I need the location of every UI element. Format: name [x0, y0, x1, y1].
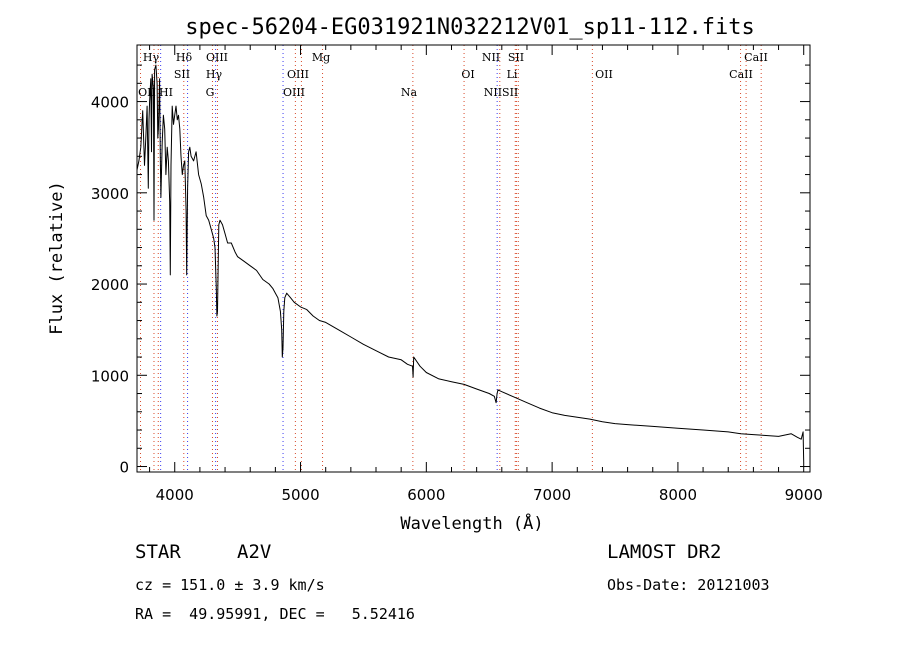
- x-axis-label: Wavelength (Å): [400, 512, 543, 534]
- spectrum-line: [136, 64, 805, 463]
- line-label-7: Hγ: [206, 68, 223, 81]
- line-label-0: Hγ: [143, 51, 160, 64]
- coordinates: RA = 49.95991, DEC = 5.52416: [135, 605, 415, 623]
- y-tick-label-1: 1000: [91, 367, 129, 385]
- y-tick-label-3: 3000: [91, 185, 129, 203]
- spectral-line-markers: [140, 45, 762, 472]
- line-label-17: OIII: [283, 86, 305, 99]
- line-label-19: NIISII: [484, 86, 519, 99]
- line-label-4: SII: [508, 51, 524, 64]
- spectrum-series: [136, 64, 805, 463]
- plot-frame: [136, 44, 811, 473]
- line-label-10: OI: [461, 68, 474, 81]
- line-label-11: Li: [507, 68, 518, 81]
- survey-name: LAMOST DR2: [607, 541, 722, 563]
- line-label-1: Hδ: [176, 51, 193, 64]
- x-tick-label-2: 6000: [407, 486, 445, 504]
- line-label-2: OIII: [206, 51, 228, 64]
- x-tick-label-5: 9000: [785, 486, 823, 504]
- y-tick-label-4: 4000: [91, 94, 129, 112]
- line-label-3: NII: [482, 51, 500, 64]
- line-label-18: Na: [401, 86, 418, 99]
- object-class: STAR: [135, 541, 181, 563]
- object-subclass: A2V: [237, 541, 272, 563]
- obs-date: Obs-Date: 20121003: [607, 576, 770, 594]
- x-tick-label-3: 7000: [533, 486, 571, 504]
- line-label-6: SII: [174, 68, 190, 81]
- line-label-16: G: [206, 86, 215, 99]
- x-tick-label-0: 4000: [156, 486, 194, 504]
- x-tick-label-4: 8000: [659, 486, 697, 504]
- y-axis-label: Flux (relative): [47, 181, 67, 335]
- chart-title: spec-56204-EG031921N032212V01_sp11-112.f…: [185, 15, 755, 40]
- line-label-8: OIII: [287, 68, 309, 81]
- line-label-13: CaII: [729, 68, 753, 81]
- line-label-5: CaII: [744, 51, 768, 64]
- y-tick-label-2: 2000: [91, 276, 129, 294]
- x-tick-label-1: 5000: [281, 486, 319, 504]
- line-label-15: HI: [159, 86, 173, 99]
- y-axis: 0 1000 2000 3000 4000: [91, 64, 810, 477]
- y-tick-label-0: 0: [119, 459, 129, 477]
- line-label-12: OII: [595, 68, 613, 81]
- line-label-9: Mg: [312, 51, 330, 64]
- x-axis: 4000 5000 6000 7000 8000 9000: [149, 45, 823, 504]
- redshift-text: cz = 151.0 ± 3.9 km/s: [135, 576, 325, 594]
